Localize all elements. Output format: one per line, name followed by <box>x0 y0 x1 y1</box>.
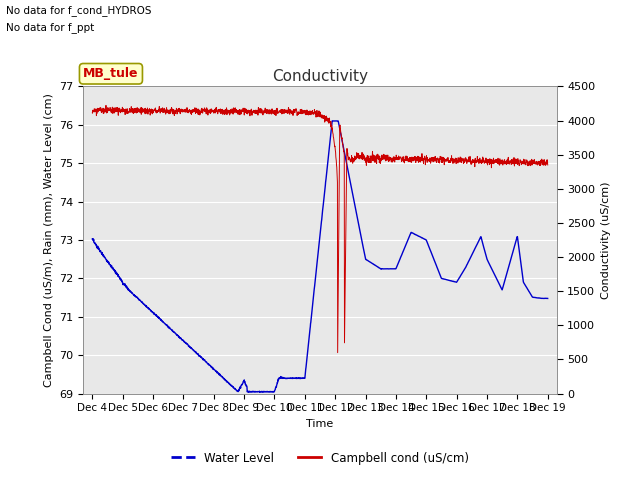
Text: MB_tule: MB_tule <box>83 67 139 80</box>
Text: No data for f_ppt: No data for f_ppt <box>6 22 95 33</box>
Y-axis label: Conductivity (uS/cm): Conductivity (uS/cm) <box>601 181 611 299</box>
Text: No data for f_cond_HYDROS: No data for f_cond_HYDROS <box>6 5 152 16</box>
Y-axis label: Campbell Cond (uS/m), Rain (mm), Water Level (cm): Campbell Cond (uS/m), Rain (mm), Water L… <box>44 93 54 387</box>
Legend: Water Level, Campbell cond (uS/cm): Water Level, Campbell cond (uS/cm) <box>166 447 474 469</box>
Title: Conductivity: Conductivity <box>272 69 368 84</box>
X-axis label: Time: Time <box>307 419 333 429</box>
